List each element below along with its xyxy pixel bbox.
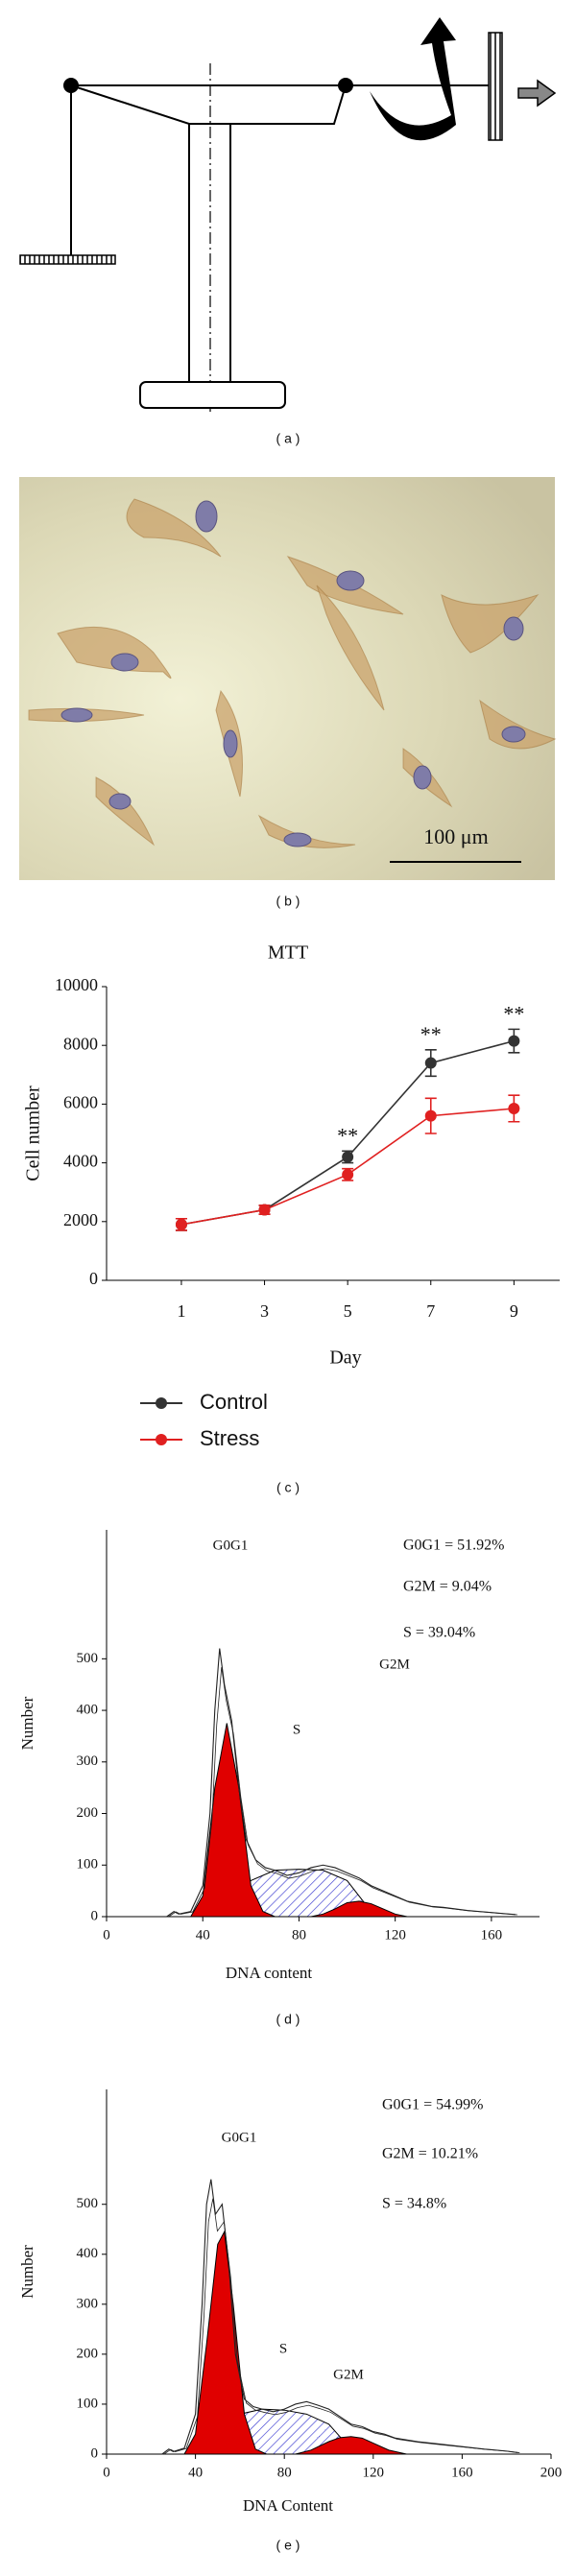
y-tick-label: 0 <box>89 1269 98 1288</box>
data-point <box>342 1168 354 1181</box>
phase-stat: G2M = 10.21% <box>382 2146 478 2162</box>
x-tick-label: 160 <box>481 1927 503 1943</box>
legend-label: Control <box>200 1390 268 1414</box>
panel-label: ( d ) <box>276 2012 300 2027</box>
data-point <box>424 1109 437 1122</box>
x-tick-label: 0 <box>103 2465 110 2480</box>
y-axis-label: Number <box>18 2245 36 2299</box>
y-tick-label: 6000 <box>63 1093 98 1112</box>
y-tick-label: 400 <box>77 1703 99 1718</box>
y-tick-label: 200 <box>77 1805 99 1821</box>
y-tick-label: 100 <box>77 1857 99 1872</box>
legend-label: Stress <box>200 1426 259 1450</box>
phase-label: G2M <box>333 2367 364 2382</box>
micrograph <box>19 477 557 880</box>
y-tick-label: 0 <box>91 1908 99 1923</box>
scale-bar-label: 100 μm <box>423 824 488 848</box>
y-axis-label: Number <box>18 1696 36 1750</box>
y-tick-label: 100 <box>77 2396 99 2411</box>
phase-area <box>310 1900 408 1918</box>
significance-mark: ** <box>337 1123 358 1147</box>
y-tick-label: 2000 <box>63 1210 98 1229</box>
y-tick-label: 300 <box>77 2296 99 2311</box>
y-tick-label: 400 <box>77 2246 99 2261</box>
histogram-trace-2 <box>168 1667 517 1918</box>
data-point <box>258 1204 271 1216</box>
y-tick-label: 200 <box>77 2346 99 2361</box>
legend-marker <box>156 1434 167 1445</box>
phase-stat: G0G1 = 51.92% <box>403 1538 504 1554</box>
y-axis-label: Cell number <box>23 1085 44 1181</box>
phase-label: G0G1 <box>222 2130 257 2145</box>
x-tick-label: 120 <box>384 1927 406 1943</box>
phase-stat: G0G1 = 54.99% <box>382 2097 483 2113</box>
x-tick-label: 160 <box>451 2465 473 2480</box>
phase-label: G0G1 <box>213 1538 249 1553</box>
x-tick-label: 80 <box>292 1927 306 1943</box>
phase-label: G2M <box>379 1657 410 1672</box>
x-tick-label: 120 <box>363 2465 385 2480</box>
x-tick-label: 3 <box>260 1301 269 1321</box>
panel-label: ( e ) <box>276 2538 300 2553</box>
significance-mark: ** <box>503 1001 524 1025</box>
y-tick-label: 10000 <box>55 975 98 994</box>
x-tick-label: 7 <box>426 1301 435 1321</box>
chart-title: MTT <box>268 942 308 964</box>
x-axis-label: Day <box>329 1348 361 1369</box>
data-point <box>508 1035 520 1047</box>
panel-label: ( c ) <box>276 1480 300 1495</box>
x-tick-label: 200 <box>540 2465 563 2480</box>
x-axis-label: DNA content <box>226 1964 312 1982</box>
x-tick-label: 9 <box>510 1301 518 1321</box>
y-tick-label: 300 <box>77 1753 99 1769</box>
y-tick-label: 8000 <box>63 1034 98 1053</box>
data-point <box>424 1057 437 1069</box>
legend-marker <box>156 1397 167 1409</box>
y-tick-label: 500 <box>77 1651 99 1666</box>
data-point <box>175 1218 187 1230</box>
data-point <box>342 1151 354 1163</box>
y-tick-label: 500 <box>77 2196 99 2211</box>
y-tick-label: 0 <box>91 2445 99 2461</box>
histogram-trace <box>161 2179 518 2455</box>
y-tick-label: 4000 <box>63 1152 98 1171</box>
phase-stat: S = 34.8% <box>382 2196 446 2212</box>
x-axis-label: DNA Content <box>243 2496 333 2515</box>
x-tick-label: 40 <box>188 2465 203 2480</box>
data-point <box>508 1102 520 1114</box>
x-tick-label: 5 <box>344 1301 352 1321</box>
x-tick-label: 80 <box>277 2465 292 2480</box>
phase-area <box>295 2436 407 2455</box>
x-tick-label: 40 <box>196 1927 210 1943</box>
histogram-trace-2 <box>163 2198 520 2455</box>
apparatus-diagram <box>19 17 557 412</box>
panel-label: ( a ) <box>276 431 300 446</box>
phase-stat: G2M = 9.04% <box>403 1579 492 1595</box>
phase-label: S <box>279 2341 287 2356</box>
significance-mark: ** <box>420 1022 442 1046</box>
x-tick-label: 0 <box>103 1927 110 1943</box>
panel-label: ( b ) <box>276 894 300 909</box>
phase-stat: S = 39.04% <box>403 1625 475 1641</box>
phase-label: S <box>293 1722 300 1737</box>
x-tick-label: 1 <box>177 1301 185 1321</box>
